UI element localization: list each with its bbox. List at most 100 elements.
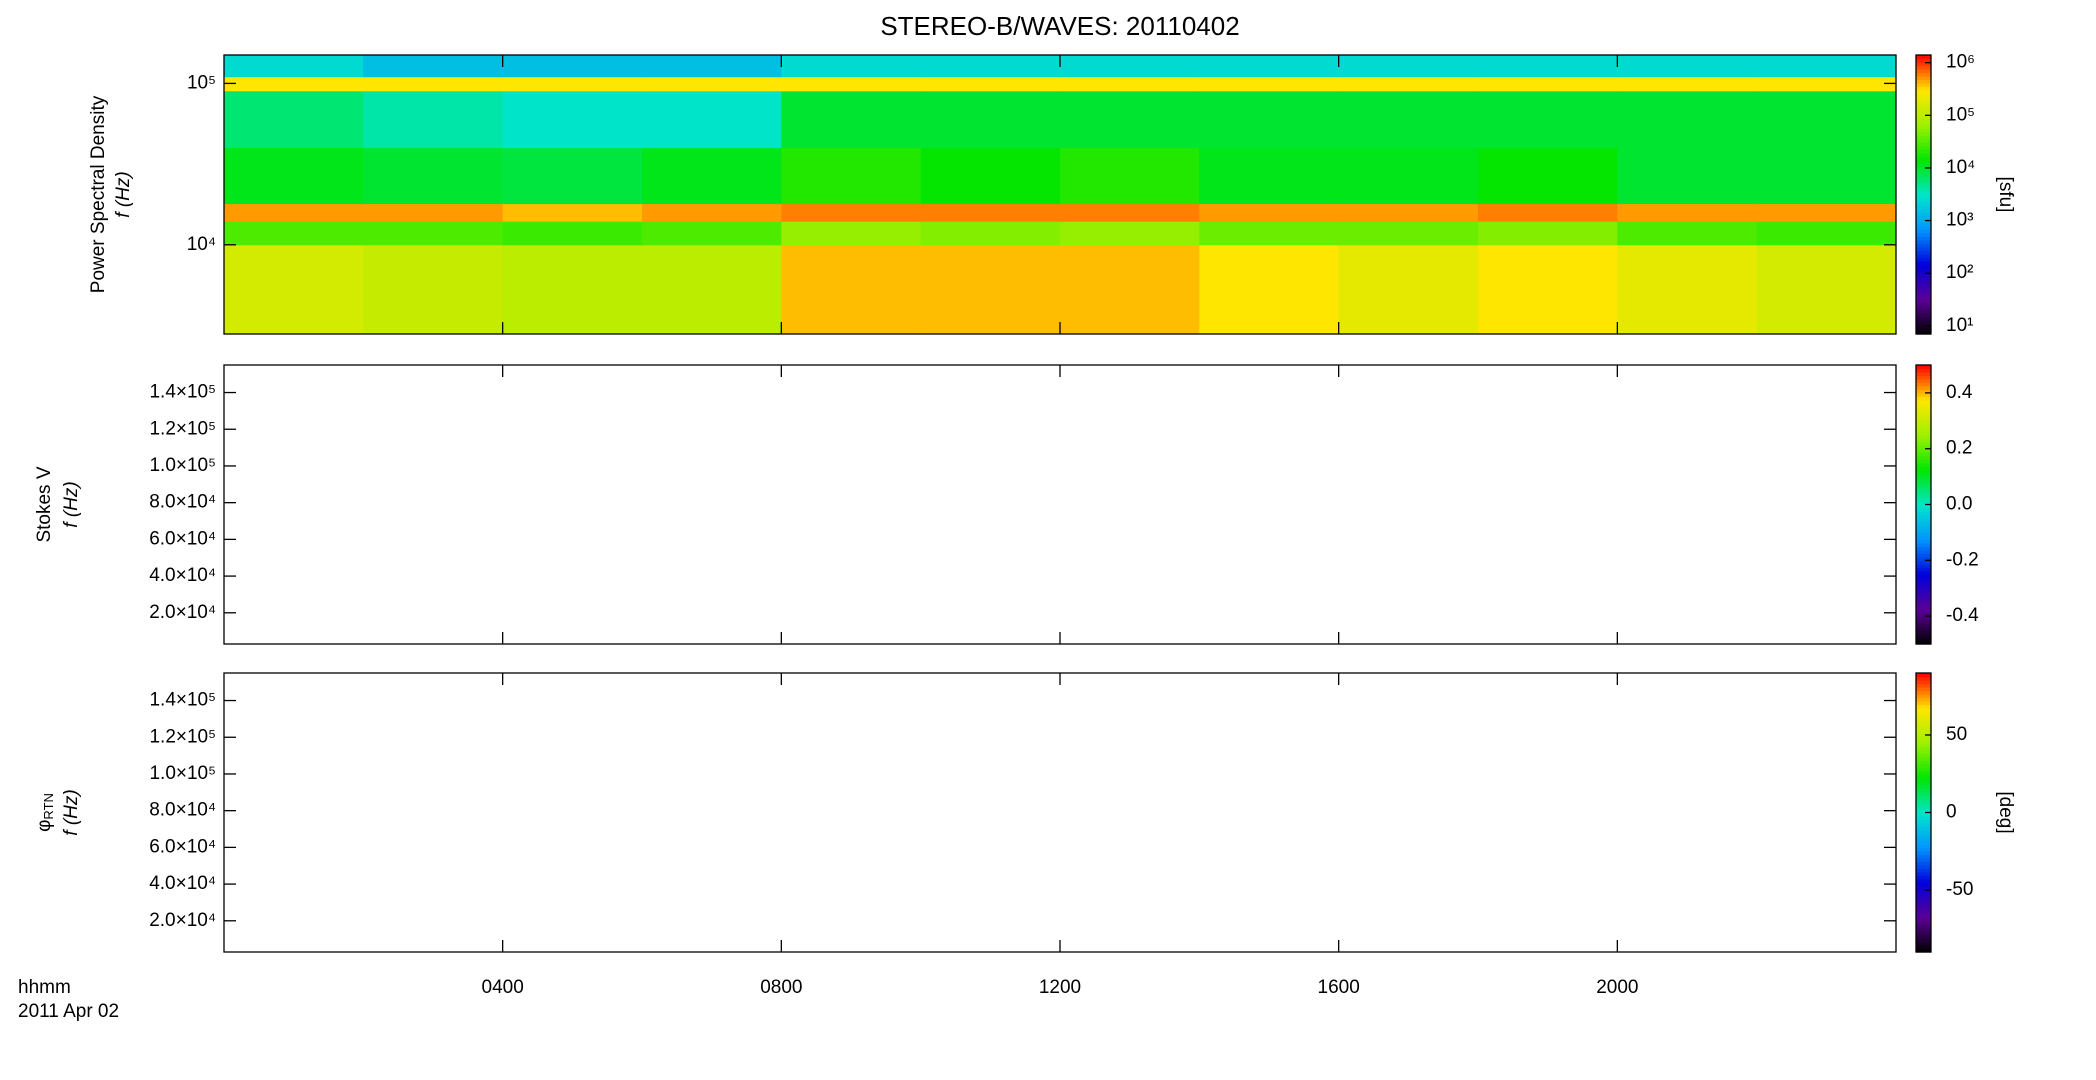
colorbar-step [1916, 288, 1931, 293]
heatmap-cell [1338, 221, 1479, 246]
y-tick-label: 4.0×10⁴ [149, 873, 216, 894]
colorbar-tick-label: -50 [1946, 879, 1973, 900]
colorbar-step [1916, 563, 1931, 568]
colorbar-step [1916, 413, 1931, 418]
colorbar-step [1916, 920, 1931, 925]
y-axis-title: Power Spectral Density [88, 95, 109, 293]
colorbar-step [1916, 735, 1931, 740]
y-axis-subtitle: f (Hz) [61, 481, 82, 527]
colorbar-step [1916, 864, 1931, 869]
colorbar-step [1916, 539, 1931, 544]
colorbar-step [1916, 295, 1931, 300]
colorbar-step [1916, 833, 1931, 838]
heatmap-cell [363, 244, 504, 335]
colorbar-step [1916, 110, 1931, 115]
y-tick-label: 1.2×10⁵ [149, 418, 216, 439]
heatmap-cell [642, 244, 782, 335]
colorbar-step [1916, 455, 1931, 460]
heatmap-cell [1617, 90, 1758, 149]
heatmap-cell [781, 147, 922, 205]
heatmap-cell [1060, 244, 1200, 335]
colorbar-step [1916, 65, 1931, 70]
colorbar-step [1916, 809, 1931, 814]
colorbar-step [1916, 281, 1931, 286]
colorbar-step [1916, 135, 1931, 140]
heatmap-cell [642, 221, 782, 246]
colorbar-step [1916, 507, 1931, 513]
chart-title: STEREO-B/WAVES: 20110402 [880, 11, 1239, 41]
colorbar-step [1916, 532, 1931, 537]
colorbar-step [1916, 847, 1931, 852]
colorbar-step [1916, 756, 1931, 761]
colorbar-step [1916, 306, 1931, 311]
colorbar-step [1916, 728, 1931, 733]
heatmap-cell [642, 203, 782, 222]
colorbar-step [1916, 58, 1931, 63]
colorbar-step [1916, 121, 1931, 126]
heatmap-cell [1199, 221, 1340, 246]
colorbar-step [1916, 781, 1931, 786]
colorbar-step [1916, 892, 1931, 897]
colorbar-step [1916, 906, 1931, 911]
y-tick-label: 2.0×10⁴ [149, 910, 216, 931]
x-tick-label: 2000 [1596, 977, 1638, 998]
colorbar-step [1916, 480, 1931, 485]
date-label: 2011 Apr 02 [18, 1001, 119, 1022]
heatmap-cell [1338, 76, 1479, 92]
colorbar-step [1916, 149, 1931, 154]
colorbar-step [1916, 403, 1931, 408]
colorbar-step [1916, 567, 1931, 572]
colorbar-step [1916, 218, 1931, 223]
colorbar-step [1916, 211, 1931, 217]
colorbar-step [1916, 673, 1931, 678]
colorbar-step [1916, 466, 1931, 471]
colorbar-step [1916, 637, 1931, 642]
colorbar-step [1916, 605, 1931, 610]
colorbar-step [1916, 927, 1931, 932]
x-tick-label: 0400 [482, 977, 524, 998]
colorbar-step [1916, 528, 1931, 533]
heatmap-cell [224, 76, 364, 92]
colorbar-step [1916, 55, 1931, 60]
colorbar-step [1916, 595, 1931, 600]
colorbar-step [1916, 103, 1931, 108]
heatmap-cell [1199, 90, 1340, 149]
colorbar-step [1916, 854, 1931, 859]
colorbar-step [1916, 739, 1931, 744]
heatmap-cell [502, 55, 643, 78]
colorbar-tick-label: 0 [1946, 802, 1957, 823]
colorbar-step [1916, 581, 1931, 586]
plot-frame [223, 364, 1897, 645]
heatmap-cell [1478, 221, 1618, 246]
colorbar-step [1916, 938, 1931, 943]
colorbar-step [1916, 448, 1931, 453]
colorbar-step [1916, 173, 1931, 178]
heatmap-cell [920, 244, 1061, 335]
colorbar-step [1916, 633, 1931, 638]
heatmap-cell [1060, 55, 1200, 78]
heatmap-cell [920, 55, 1061, 78]
heatmap-cell [1060, 221, 1200, 246]
colorbar-step [1916, 232, 1931, 237]
colorbar-step [1916, 368, 1931, 373]
colorbar-step [1916, 445, 1931, 450]
y-axis-subtitle: f (Hz) [113, 171, 134, 217]
colorbar-tick-label: 10⁴ [1946, 157, 1975, 178]
colorbar-tick-label: 10⁶ [1946, 52, 1975, 73]
colorbar-step [1916, 197, 1931, 203]
colorbar-step [1916, 166, 1931, 171]
colorbar-step [1916, 187, 1931, 192]
colorbar-step [1916, 267, 1931, 272]
colorbar-step [1916, 330, 1931, 335]
colorbar-step [1916, 302, 1931, 307]
colorbar-step [1916, 763, 1931, 768]
heatmap-cell [1478, 244, 1618, 335]
x-axis-title: hhmm [18, 977, 71, 998]
heatmap-cell [1617, 76, 1758, 92]
colorbar-step [1916, 61, 1931, 67]
colorbar-step [1916, 138, 1931, 143]
y-axis-title-main: φ [34, 820, 55, 832]
colorbar-step [1916, 889, 1931, 894]
colorbar-step [1916, 204, 1931, 210]
colorbar-step [1916, 68, 1931, 74]
